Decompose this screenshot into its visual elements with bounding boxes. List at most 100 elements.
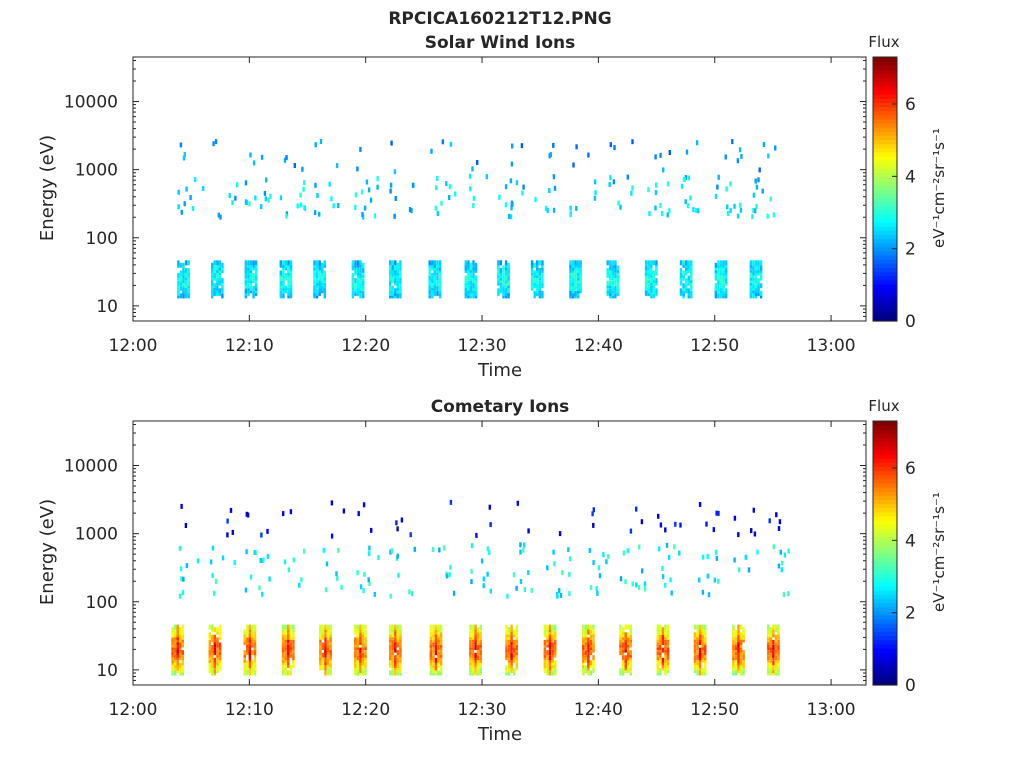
low-energy-cell [471,624,475,630]
low-energy-cell [513,657,516,663]
mid-energy-cell [259,558,262,563]
mid-energy-cell [519,549,522,555]
low-energy-cell [179,293,183,299]
low-energy-cell [182,267,185,273]
low-energy-cell [579,275,582,281]
high-energy-cell [488,504,491,510]
high-energy-cell [180,503,183,509]
low-energy-cell [396,650,399,656]
low-energy-cell [734,655,738,661]
low-energy-cell [533,290,536,296]
colorbar-tick-label: 0 [905,676,916,696]
low-energy-cell [354,668,357,673]
colorbar-segment [873,524,897,529]
low-energy-cell [606,280,609,286]
mid-energy-cell [336,575,339,581]
low-energy-cell [592,632,595,638]
low-energy-cell [704,624,707,630]
low-energy-cell [438,265,442,271]
low-energy-cell [777,624,780,630]
high-energy-cell [750,528,753,534]
low-energy-cell [551,627,554,633]
low-energy-cell [389,637,392,643]
low-energy-cell [437,647,440,653]
low-energy-cell [505,624,508,630]
low-energy-cell [396,652,399,658]
low-energy-cell [284,275,288,281]
low-energy-cell [510,652,513,658]
high-energy-cell [738,147,742,153]
low-energy-cell [248,662,252,668]
low-energy-cell [679,267,683,273]
low-energy-cell [644,290,648,296]
mid-energy-cell [668,554,671,560]
low-energy-cell [752,290,755,296]
low-energy-cell [530,265,534,271]
colorbar-segment [873,449,897,455]
mid-energy-cell [753,208,757,214]
low-energy-cell [287,290,290,296]
mid-energy-cell [643,581,647,587]
low-energy-cell [732,662,735,668]
mid-energy-cell [515,585,518,591]
high-energy-cell [679,522,682,528]
low-energy-cell [176,642,179,648]
low-energy-cell [391,265,394,271]
mid-energy-cell [211,545,215,551]
low-energy-cell [627,668,630,673]
low-energy-cell [644,278,648,284]
low-energy-cell [438,290,442,296]
low-energy-cell [354,624,357,630]
high-energy-cell [289,509,293,515]
low-energy-cell [589,642,593,648]
mid-energy-cell [522,184,525,190]
low-energy-cell [218,270,221,276]
low-energy-cell [428,290,431,296]
low-energy-cell [244,260,248,266]
low-energy-cell [179,647,182,653]
low-energy-cell [249,270,253,276]
low-energy-cell [281,627,285,633]
low-energy-cell [587,657,590,663]
low-energy-cell [177,260,180,266]
low-energy-cell [289,670,292,676]
low-energy-cell [704,652,707,658]
low-energy-cell [472,285,475,291]
low-energy-cell [253,662,257,668]
high-energy-cell [635,506,638,512]
low-energy-cell [682,270,685,276]
colorbar-segment [873,238,897,244]
low-energy-cell [362,280,365,286]
low-energy-cell [742,637,745,643]
low-energy-cell [664,624,667,630]
low-energy-cell [507,662,511,668]
low-energy-cell [592,655,595,661]
low-energy-cell [319,652,322,658]
low-energy-cell [323,285,326,291]
low-energy-cell [538,275,541,281]
colorbar-segment [873,441,897,447]
high-energy-cell [740,154,743,159]
low-energy-cell [394,632,397,638]
low-energy-cell [208,662,211,668]
low-energy-cell [650,260,653,266]
y-tick-label: 100 [86,593,118,613]
low-energy-cell [361,668,365,673]
low-energy-cell [616,265,620,271]
low-energy-cell [429,650,433,656]
low-energy-cell [644,285,648,291]
low-energy-cell [606,267,609,273]
low-energy-cell [659,637,662,643]
mid-energy-cell [482,576,485,582]
low-energy-cell [507,275,510,281]
mid-energy-cell [328,181,331,187]
low-energy-cell [326,624,330,630]
mid-energy-cell [714,193,718,199]
low-energy-cell [546,624,549,630]
low-energy-cell [181,629,184,635]
low-energy-cell [438,285,442,291]
low-energy-cell [469,662,472,668]
low-energy-cell [329,647,332,653]
low-energy-cell [538,285,541,291]
low-energy-cell [479,650,482,656]
